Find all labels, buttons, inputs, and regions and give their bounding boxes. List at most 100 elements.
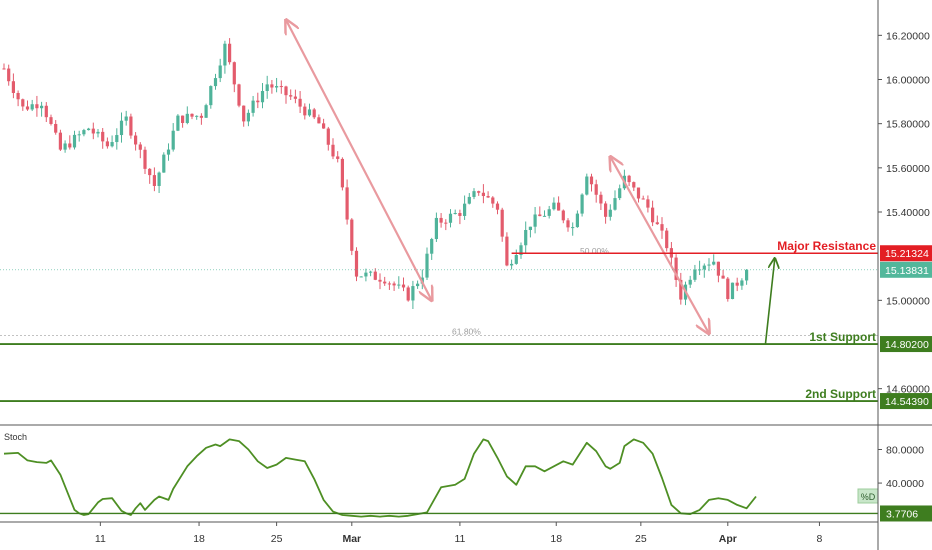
price-tick-label: 14.60000 — [886, 384, 930, 396]
candle-body — [204, 105, 208, 118]
candle-body — [340, 158, 344, 188]
candle-body — [49, 117, 53, 124]
candle-body — [477, 191, 481, 193]
candle-body — [735, 282, 739, 286]
candle-body — [25, 106, 30, 110]
candle-body — [730, 282, 735, 300]
candle-body — [143, 149, 147, 169]
candle-body — [199, 115, 203, 118]
candle-body — [604, 203, 608, 217]
candle-body — [547, 209, 551, 216]
candle-body — [265, 84, 269, 91]
levels-layer: 50.00% 61.80% Major Resistance 1st Support 2… — [0, 239, 878, 402]
current-price-label: 15.13831 — [885, 265, 929, 277]
candle-body — [119, 120, 124, 136]
candle-body — [354, 250, 359, 277]
candle-body — [171, 130, 175, 150]
candle-body — [665, 230, 669, 249]
candle-body — [524, 229, 528, 246]
candle-body — [72, 134, 77, 148]
candle-body — [660, 224, 664, 231]
annotation-layer — [286, 20, 775, 345]
price-tick-label: 16.00000 — [886, 75, 930, 87]
candle-body — [77, 134, 81, 136]
candle-body — [134, 135, 138, 145]
candle-body — [387, 283, 391, 285]
candle-body — [594, 184, 598, 195]
candle-body — [87, 128, 91, 131]
candle-body — [641, 198, 645, 200]
stoch-title: Stoch — [4, 432, 27, 442]
candle-body — [260, 90, 265, 103]
candle-body — [331, 144, 335, 157]
stoch-line — [3, 438, 757, 518]
candle-body — [585, 176, 589, 195]
time-tick-label: 25 — [271, 533, 283, 545]
candle-body — [54, 123, 58, 133]
resistance-price-label: 15.21324 — [885, 248, 929, 260]
candle-body — [364, 272, 368, 277]
candle-body — [91, 128, 95, 134]
candle-body — [500, 209, 504, 237]
candle-body — [195, 115, 199, 117]
candle-body — [721, 275, 725, 279]
candle-body — [307, 109, 312, 116]
candle-body — [538, 214, 542, 217]
resistance-price-badge — [880, 245, 932, 262]
candle-body — [688, 279, 692, 285]
support-price-label: 14.54390 — [885, 396, 929, 408]
stoch-value-label: 3.7706 — [886, 508, 918, 520]
candle-body — [2, 68, 6, 70]
candle-body — [693, 269, 697, 280]
candle-body — [350, 219, 354, 251]
price-axis[interactable]: 16.20000 16.00000 15.80000 15.60000 15.40000… — [877, 0, 932, 550]
candle-body — [242, 105, 246, 122]
candle-body — [514, 255, 518, 264]
candle-body — [369, 271, 373, 273]
candle-body — [505, 236, 509, 266]
candle-body — [411, 286, 415, 301]
candle-body — [646, 199, 650, 208]
candle-body — [651, 207, 655, 223]
candle-body — [152, 175, 156, 186]
candle-body — [463, 203, 467, 216]
candle-body — [636, 187, 641, 199]
candle-body — [303, 106, 307, 116]
candle-body — [383, 281, 387, 284]
candle-body — [599, 194, 603, 204]
candle-body — [345, 187, 349, 220]
candle-body — [270, 84, 274, 88]
price-tick-label: 15.60000 — [886, 163, 930, 175]
candle-body — [608, 209, 612, 217]
candle-body — [317, 117, 321, 124]
candle-body — [486, 196, 490, 198]
candle-body — [528, 226, 532, 230]
candle-body — [589, 176, 594, 185]
candle-body — [312, 109, 316, 118]
candle-body — [406, 287, 410, 301]
time-tick-label: 11 — [95, 533, 106, 545]
candle-body — [44, 105, 48, 118]
candle-body — [96, 131, 100, 134]
candle-body — [510, 263, 514, 266]
candle-body — [444, 222, 448, 224]
price-tick-label: 16.20000 — [886, 30, 930, 42]
candle-body — [176, 115, 180, 131]
time-axis[interactable]: 11 18 25 Mar 11 18 25 Apr 8 — [0, 521, 878, 545]
support-price-label: 14.80200 — [885, 339, 929, 351]
support-level-label: 1st Support — [809, 330, 876, 344]
candle-body — [533, 214, 537, 227]
candle-body — [632, 182, 636, 188]
candle-body — [284, 86, 288, 96]
time-tick-label: 25 — [635, 533, 647, 545]
candle-body — [472, 191, 476, 197]
candle-body — [228, 43, 232, 63]
candle-body — [336, 156, 340, 159]
stoch-pane[interactable]: Stoch %D — [0, 424, 932, 518]
candle-body — [251, 100, 255, 113]
candle-body — [458, 212, 462, 216]
